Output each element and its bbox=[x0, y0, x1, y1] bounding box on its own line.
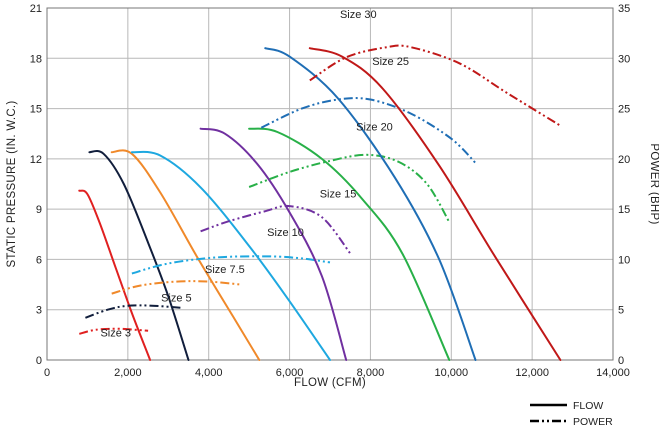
left-y-tick-label: 15 bbox=[30, 104, 42, 116]
tick-labels: 0 2,000 4,000 6,000 8,000 10,000 12,000 14,0000… bbox=[30, 3, 631, 379]
legend-power-label: POWER bbox=[573, 416, 613, 428]
size-25-power-curve bbox=[260, 97, 477, 164]
left-y-tick-label: 6 bbox=[36, 254, 42, 266]
right-y-axis-title: POWER (BHP) bbox=[648, 143, 659, 224]
size-20-power-curve bbox=[248, 153, 451, 223]
size-7-5-power-curve bbox=[111, 280, 242, 295]
x-tick-label: 2,000 bbox=[114, 367, 142, 379]
x-tick-label: 12,000 bbox=[515, 367, 549, 379]
left-y-tick-label: 18 bbox=[30, 53, 42, 65]
size-25-label: Size 25 bbox=[372, 56, 409, 68]
right-y-tick-label: 15 bbox=[618, 204, 630, 216]
x-tick-label: 8,000 bbox=[357, 367, 385, 379]
size-30-flow-curve bbox=[308, 47, 562, 361]
left-y-tick-label: 9 bbox=[36, 204, 42, 216]
size-15-label: Size 15 bbox=[320, 188, 357, 200]
x-tick-label: 4,000 bbox=[195, 367, 223, 379]
size-10-power-curve bbox=[131, 255, 331, 275]
left-y-tick-label: 3 bbox=[36, 305, 42, 317]
size-15-power-curve bbox=[200, 204, 351, 255]
size-10-flow-curve bbox=[130, 150, 331, 361]
size-labels: Size 3 Size 5 Size 7.5 Size 10 Size 15 Size 2… bbox=[100, 9, 409, 339]
legend: FLOW POWER bbox=[530, 400, 613, 428]
right-y-tick-label: 30 bbox=[618, 53, 630, 65]
x-axis-title: FLOW (CFM) bbox=[294, 377, 366, 389]
size-20-flow-curve bbox=[248, 127, 451, 361]
legend-flow-label: FLOW bbox=[573, 400, 603, 412]
right-y-tick-label: 20 bbox=[618, 154, 630, 166]
series-layer bbox=[78, 44, 562, 361]
left-y-tick-label: 0 bbox=[36, 355, 42, 367]
x-tick-label: 0 bbox=[44, 367, 50, 379]
size-5-power-curve bbox=[85, 304, 181, 319]
size-20-label: Size 20 bbox=[356, 121, 393, 133]
x-tick-label: 6,000 bbox=[276, 367, 304, 379]
size-3-flow-curve bbox=[78, 189, 152, 361]
right-y-tick-label: 35 bbox=[618, 3, 630, 15]
size-25-flow-curve bbox=[264, 47, 477, 361]
size-3-label: Size 3 bbox=[100, 328, 131, 340]
right-y-tick-label: 5 bbox=[618, 305, 624, 317]
left-y-tick-label: 21 bbox=[30, 3, 42, 15]
size-30-power-curve bbox=[309, 44, 561, 127]
left-y-tick-label: 12 bbox=[30, 154, 42, 166]
x-tick-label: 10,000 bbox=[434, 367, 468, 379]
x-tick-label: 14,000 bbox=[596, 367, 630, 379]
size-7-5-flow-curve bbox=[110, 149, 261, 361]
size-5-label: Size 5 bbox=[161, 292, 192, 304]
right-y-tick-label: 0 bbox=[618, 355, 624, 367]
right-y-tick-label: 10 bbox=[618, 254, 630, 266]
size-30-label: Size 30 bbox=[340, 9, 377, 21]
size-10-label: Size 10 bbox=[267, 227, 304, 239]
size-15-flow-curve bbox=[199, 127, 348, 361]
size-7-5-label: Size 7.5 bbox=[205, 264, 245, 276]
size-3-power-curve bbox=[79, 327, 149, 335]
left-y-axis-title: STATIC PRESSURE (IN. W.C.) bbox=[6, 100, 18, 267]
right-y-tick-label: 25 bbox=[618, 104, 630, 116]
